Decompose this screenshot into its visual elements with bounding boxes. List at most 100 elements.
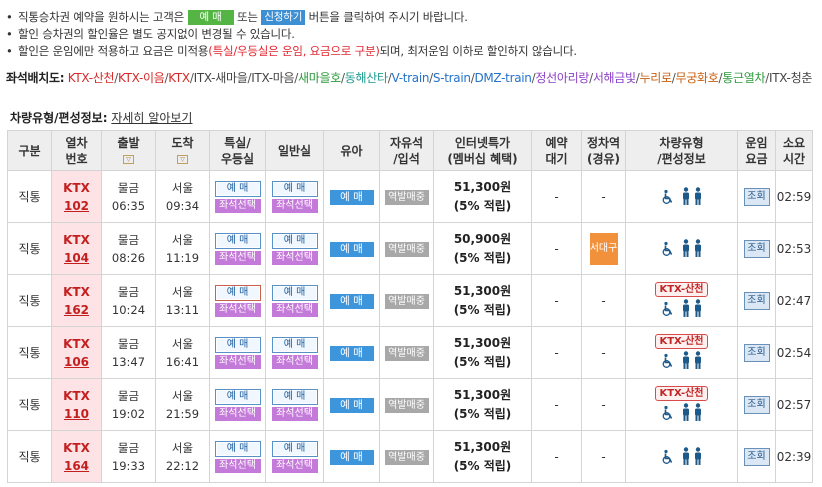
special-buy-button[interactable]: 예 매 — [214, 181, 261, 197]
seat-layout-link[interactable]: V-train — [391, 71, 430, 85]
internet-price: 51,300원 — [453, 283, 512, 298]
special-buy-button[interactable]: 예 매 — [214, 337, 261, 353]
col-duration: 소요 시간 — [775, 130, 813, 171]
sort-icon[interactable]: ▽ — [177, 154, 188, 164]
special-buy-button[interactable]: 예 매 — [214, 285, 261, 301]
ktx-sancheon-badge[interactable]: KTX-산천 — [655, 386, 708, 401]
train-cell[interactable]: KTX 162 — [51, 274, 102, 327]
col-departure[interactable]: 출발 ▽ — [101, 130, 156, 171]
special-seat-select-button[interactable]: 좌석선택 — [214, 355, 261, 369]
special-seat-select-button[interactable]: 좌석선택 — [214, 407, 261, 421]
fare-view-button[interactable]: 조회 — [743, 187, 770, 206]
car-type-cell — [625, 222, 738, 275]
seat-layout-link[interactable]: 새마을호 — [298, 71, 342, 85]
fare-view-button[interactable]: 조회 — [743, 291, 770, 310]
departure-time: 19:02 — [111, 406, 146, 421]
ktx-sancheon-badge[interactable]: KTX-산천 — [655, 282, 708, 297]
general-seat-select-button[interactable]: 좌석선택 — [271, 355, 318, 369]
general-seat-select-button[interactable]: 좌석선택 — [271, 407, 318, 421]
general-buy-button[interactable]: 예 매 — [271, 337, 318, 353]
general-seat-select-button[interactable]: 좌석선택 — [271, 303, 318, 317]
station-sale-button[interactable]: 역발매중 — [384, 449, 429, 465]
composition-detail-link[interactable]: 자세히 알아보기 — [111, 111, 193, 125]
col-arrival[interactable]: 도착 ▽ — [155, 130, 210, 171]
special-seat-select-button[interactable]: 좌석선택 — [214, 303, 261, 317]
stop-station-badge[interactable]: 서대구 — [589, 232, 618, 265]
train-number-link[interactable]: 162 — [63, 302, 90, 317]
infant-buy-button[interactable]: 예 매 — [329, 345, 374, 361]
seat-layout-link[interactable]: KTX-이음 — [117, 71, 165, 85]
apply-button[interactable]: 신청하기 — [261, 10, 306, 25]
seat-layout-link[interactable]: 무궁화호 — [675, 71, 719, 85]
fare-view-button[interactable]: 조회 — [743, 447, 770, 466]
departure-cell: 물금 13:47 — [101, 326, 156, 379]
train-number-link[interactable]: 110 — [63, 406, 90, 421]
general-seat-select-button[interactable]: 좌석선택 — [271, 459, 318, 473]
arrival-time: 16:41 — [165, 354, 200, 369]
sort-icon[interactable]: ▽ — [123, 154, 134, 164]
special-buy-button[interactable]: 예 매 — [214, 389, 261, 405]
separator: / — [765, 71, 769, 85]
seat-layout-link[interactable]: 서해금빛 — [592, 71, 636, 85]
fare-view-button[interactable]: 조회 — [743, 239, 770, 258]
reserve-button[interactable]: 예 매 — [187, 10, 234, 25]
separator: / — [247, 71, 252, 85]
seat-layout-link[interactable]: S-train — [432, 71, 471, 85]
station-sale-button[interactable]: 역발매중 — [384, 345, 429, 361]
arrival-station: 서울 — [171, 440, 194, 455]
special-seat-select-button[interactable]: 좌석선택 — [214, 251, 261, 265]
infant-buy-button[interactable]: 예 매 — [329, 449, 374, 465]
seat-layout-link[interactable]: KTX-산천 — [67, 71, 115, 85]
special-buy-button[interactable]: 예 매 — [214, 441, 261, 457]
infant-cell: 예 매 — [323, 430, 380, 483]
seat-layout-link[interactable]: DMZ-train — [474, 71, 532, 85]
membership-benefit: (5% 적립) — [453, 458, 512, 473]
general-buy-button[interactable]: 예 매 — [271, 233, 318, 249]
free-seat-cell: 역발매중 — [379, 274, 434, 327]
internet-price-cell: 51,300원 (5% 적립) — [433, 274, 532, 327]
infant-buy-button[interactable]: 예 매 — [329, 189, 374, 205]
seat-layout-link[interactable]: 동해산타 — [344, 71, 388, 85]
station-sale-button[interactable]: 역발매중 — [384, 189, 429, 205]
train-cell[interactable]: KTX 102 — [51, 170, 102, 223]
arrival-cell: 서울 11:19 — [155, 222, 210, 275]
special-seat-select-button[interactable]: 좌석선택 — [214, 459, 261, 473]
station-sale-button[interactable]: 역발매중 — [384, 293, 429, 309]
general-seat-select-button[interactable]: 좌석선택 — [271, 199, 318, 213]
seat-layout-link[interactable]: ITX-새마을 — [193, 71, 248, 85]
special-buy-button[interactable]: 예 매 — [214, 233, 261, 249]
train-number-link[interactable]: 104 — [63, 250, 90, 265]
train-number-link[interactable]: 164 — [63, 458, 90, 473]
seat-layout-link[interactable]: 누리로 — [639, 71, 673, 85]
seat-layout-link[interactable]: ITX-마음 — [251, 71, 295, 85]
separator: / — [387, 71, 392, 85]
station-sale-button[interactable]: 역발매중 — [384, 241, 429, 257]
general-buy-button[interactable]: 예 매 — [271, 285, 318, 301]
train-cell[interactable]: KTX 104 — [51, 222, 102, 275]
seat-layout-link[interactable]: ITX-청춘 — [768, 71, 813, 85]
general-buy-button[interactable]: 예 매 — [271, 441, 318, 457]
train-number-link[interactable]: 102 — [63, 198, 90, 213]
seat-layout-link[interactable]: KTX — [168, 71, 190, 85]
infant-buy-button[interactable]: 예 매 — [329, 241, 374, 257]
infant-buy-button[interactable]: 예 매 — [329, 293, 374, 309]
station-sale-button[interactable]: 역발매중 — [384, 397, 429, 413]
seat-layout-link[interactable]: 정선아리랑 — [535, 71, 590, 85]
train-cell[interactable]: KTX 110 — [51, 378, 102, 431]
seat-layout-link[interactable]: 통근열차 — [722, 71, 766, 85]
membership-benefit: (5% 적립) — [453, 198, 512, 213]
arrival-time: 21:59 — [165, 406, 200, 421]
infant-buy-button[interactable]: 예 매 — [329, 397, 374, 413]
departure-cell: 물금 06:35 — [101, 170, 156, 223]
train-number-link[interactable]: 106 — [63, 354, 90, 369]
fare-view-button[interactable]: 조회 — [743, 343, 770, 362]
general-buy-button[interactable]: 예 매 — [271, 181, 318, 197]
train-cell[interactable]: KTX 106 — [51, 326, 102, 379]
general-seat-select-button[interactable]: 좌석선택 — [271, 251, 318, 265]
general-buy-button[interactable]: 예 매 — [271, 389, 318, 405]
stops-cell: - — [581, 378, 626, 431]
fare-view-button[interactable]: 조회 — [743, 395, 770, 414]
special-seat-select-button[interactable]: 좌석선택 — [214, 199, 261, 213]
ktx-sancheon-badge[interactable]: KTX-산천 — [655, 334, 708, 349]
train-cell[interactable]: KTX 164 — [51, 430, 102, 483]
